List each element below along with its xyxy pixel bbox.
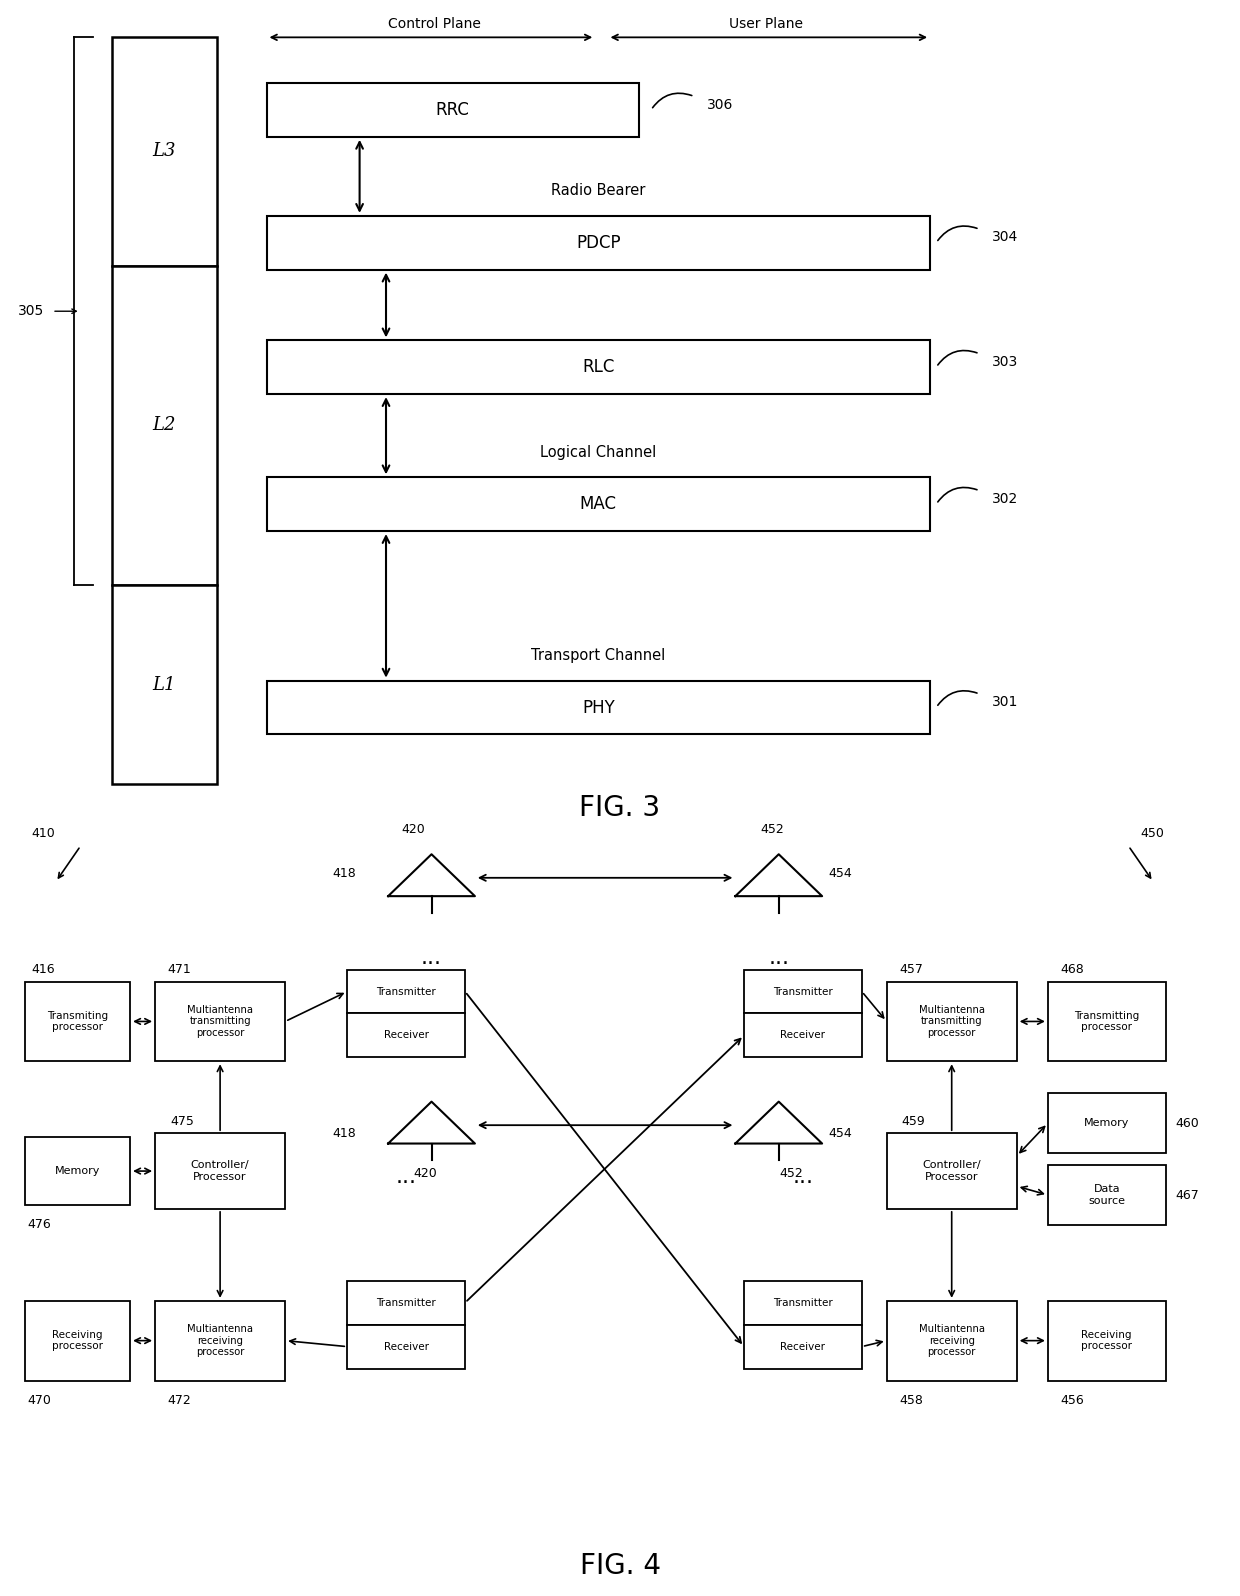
Text: ...: ...	[396, 1167, 417, 1187]
Text: 418: 418	[332, 867, 356, 881]
Text: Transmitter: Transmitter	[376, 986, 436, 996]
Bar	[267, 215, 930, 270]
Text: Memory: Memory	[55, 1167, 100, 1176]
Bar	[1048, 982, 1166, 1061]
Bar	[267, 680, 930, 734]
Bar	[1048, 1301, 1166, 1381]
Text: FIG. 3: FIG. 3	[579, 793, 661, 822]
Text: 302: 302	[992, 492, 1018, 506]
Text: Control Plane: Control Plane	[388, 16, 480, 30]
Bar	[887, 1133, 1017, 1210]
Text: 472: 472	[167, 1393, 191, 1408]
Text: PDCP: PDCP	[577, 233, 620, 252]
Text: Data
source: Data source	[1089, 1184, 1125, 1207]
Bar	[267, 477, 930, 531]
Bar	[25, 1301, 130, 1381]
Text: 452: 452	[779, 1167, 804, 1179]
Text: 454: 454	[828, 1127, 852, 1140]
Bar	[267, 340, 930, 394]
Text: 305: 305	[17, 305, 45, 318]
Text: 304: 304	[992, 230, 1018, 244]
Text: 416: 416	[31, 962, 55, 977]
Text: 418: 418	[332, 1127, 356, 1140]
Text: Receiver: Receiver	[780, 1031, 826, 1041]
Text: 470: 470	[27, 1393, 51, 1408]
Text: 460: 460	[1176, 1117, 1199, 1130]
Text: 410: 410	[31, 827, 55, 841]
Text: 476: 476	[27, 1218, 51, 1232]
Text: MAC: MAC	[580, 495, 616, 514]
Text: RLC: RLC	[582, 358, 615, 377]
Text: 420: 420	[413, 1167, 438, 1179]
Text: Transmiting
processor: Transmiting processor	[47, 1010, 108, 1033]
Text: ...: ...	[422, 948, 441, 967]
Bar	[25, 1136, 130, 1205]
Text: 454: 454	[828, 867, 852, 881]
Text: RRC: RRC	[435, 101, 470, 120]
Bar	[347, 1013, 465, 1057]
Text: Controller/
Processor: Controller/ Processor	[191, 1160, 249, 1183]
Text: L3: L3	[153, 142, 176, 161]
Bar	[112, 586, 217, 784]
Text: L1: L1	[153, 675, 176, 694]
Text: 471: 471	[167, 962, 191, 977]
Text: 458: 458	[899, 1393, 923, 1408]
Text: Multiantenna
transmitting
processor: Multiantenna transmitting processor	[919, 1005, 985, 1037]
Text: ...: ...	[769, 948, 789, 967]
Bar	[155, 982, 285, 1061]
Text: 301: 301	[992, 696, 1018, 709]
Text: Memory: Memory	[1084, 1119, 1130, 1128]
Text: Controller/
Processor: Controller/ Processor	[923, 1160, 981, 1183]
Text: Radio Bearer: Radio Bearer	[551, 184, 646, 198]
Bar	[347, 1325, 465, 1369]
Text: Transmitter: Transmitter	[773, 1298, 833, 1307]
Text: 467: 467	[1176, 1189, 1199, 1202]
Text: Multiantenna
receiving
processor: Multiantenna receiving processor	[187, 1325, 253, 1357]
Bar	[267, 83, 639, 137]
Text: Receiver: Receiver	[383, 1031, 429, 1041]
Text: FIG. 4: FIG. 4	[579, 1551, 661, 1580]
Bar	[155, 1133, 285, 1210]
Text: Receiving
processor: Receiving processor	[52, 1329, 103, 1352]
Text: User Plane: User Plane	[729, 16, 802, 30]
Text: 457: 457	[899, 962, 923, 977]
Text: ...: ...	[792, 1167, 813, 1187]
Bar	[347, 969, 465, 1013]
Text: Multiantenna
transmitting
processor: Multiantenna transmitting processor	[187, 1005, 253, 1037]
Bar	[1048, 1093, 1166, 1152]
Bar	[744, 1013, 862, 1057]
Text: 306: 306	[707, 97, 733, 112]
Text: 450: 450	[1141, 827, 1164, 841]
Text: 468: 468	[1060, 962, 1084, 977]
Bar	[347, 1280, 465, 1325]
Bar	[744, 1280, 862, 1325]
Text: 303: 303	[992, 354, 1018, 369]
Text: PHY: PHY	[582, 699, 615, 717]
Bar	[887, 982, 1017, 1061]
Bar	[1048, 1165, 1166, 1226]
Text: 452: 452	[760, 824, 785, 836]
Text: 420: 420	[401, 824, 425, 836]
Text: Receiver: Receiver	[383, 1342, 429, 1352]
Text: Transport Channel: Transport Channel	[531, 648, 666, 662]
Bar	[887, 1301, 1017, 1381]
Text: 459: 459	[901, 1114, 925, 1128]
Bar	[112, 265, 217, 586]
Text: Transmitter: Transmitter	[376, 1298, 436, 1307]
Bar	[25, 982, 130, 1061]
Text: Multiantenna
receiving
processor: Multiantenna receiving processor	[919, 1325, 985, 1357]
Text: Receiving
processor: Receiving processor	[1081, 1329, 1132, 1352]
Text: 475: 475	[170, 1114, 193, 1128]
Text: Logical Channel: Logical Channel	[541, 445, 656, 460]
Bar	[155, 1301, 285, 1381]
Bar	[744, 969, 862, 1013]
Bar	[744, 1325, 862, 1369]
Text: Receiver: Receiver	[780, 1342, 826, 1352]
Bar	[112, 37, 217, 265]
Text: Transmitting
processor: Transmitting processor	[1074, 1010, 1140, 1033]
Text: L2: L2	[153, 417, 176, 434]
Text: 456: 456	[1060, 1393, 1084, 1408]
Text: Transmitter: Transmitter	[773, 986, 833, 996]
